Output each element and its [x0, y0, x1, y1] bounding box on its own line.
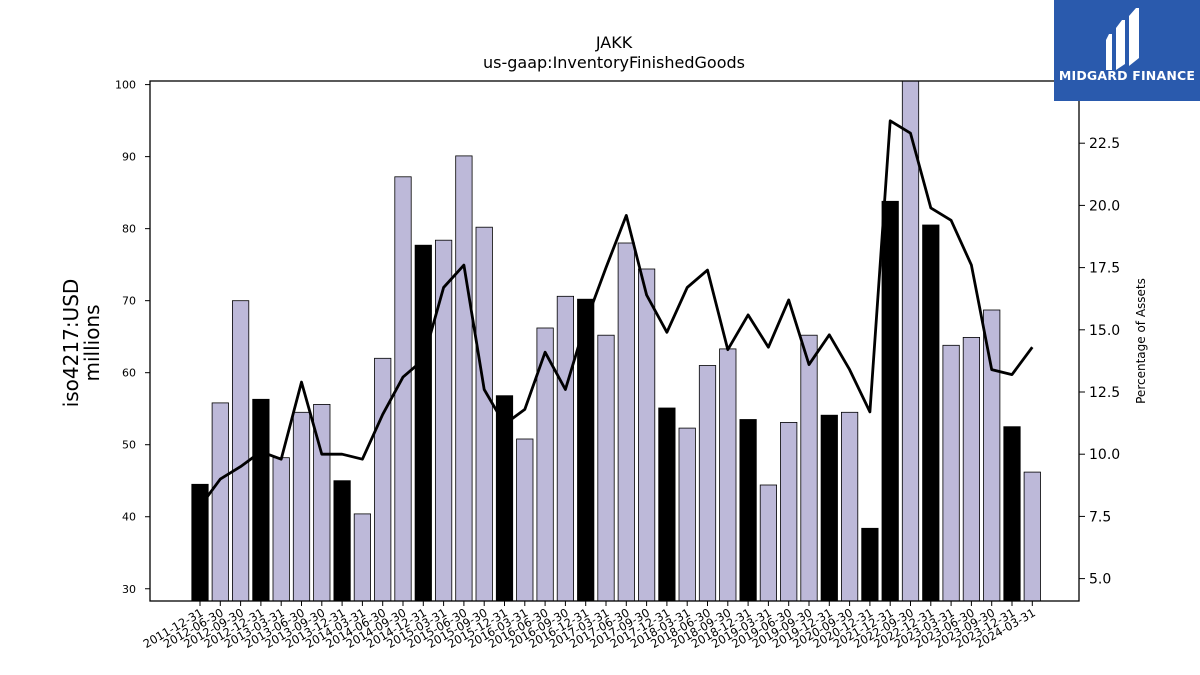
bar	[780, 421, 798, 602]
logo-brand-text: MIDGARD FINANCE	[1058, 68, 1196, 83]
percentage-of-assets-line	[198, 119, 1034, 508]
bar	[1003, 426, 1021, 602]
bar	[962, 336, 981, 602]
bar	[434, 239, 453, 602]
y2-tick-label: 7.5	[1089, 509, 1111, 525]
y2-tick-label: 20.0	[1089, 198, 1120, 214]
chart-title: JAKK	[595, 33, 633, 52]
bar	[333, 480, 351, 602]
bar	[861, 527, 879, 602]
y2-tick-label: 5.0	[1089, 572, 1111, 588]
y2-tick-label: 15.0	[1089, 323, 1120, 339]
bar	[211, 402, 229, 602]
bar	[252, 398, 270, 602]
bar	[922, 224, 940, 602]
bar	[881, 200, 899, 602]
y-tick-label: 30	[122, 583, 136, 596]
y-tick-label: 80	[122, 223, 136, 236]
y2-axis-label: Percentage of Assets	[1134, 278, 1148, 404]
midgard-m-logo-icon	[1106, 8, 1139, 70]
left-axis-ticks: 30 40 50 60 70 80 90 100	[115, 79, 150, 596]
y2-tick-label: 10.0	[1089, 447, 1120, 463]
bar	[597, 334, 615, 602]
bar	[698, 365, 717, 602]
y-tick-label: 40	[122, 511, 136, 524]
y-tick-label: 70	[122, 295, 136, 308]
bar	[414, 244, 432, 602]
bar	[942, 344, 960, 602]
right-axis-ticks: 5.0 7.5 10.0 12.5 15.0 17.5 20.0 22.5	[1079, 136, 1120, 588]
y-axis-label-line: millions	[80, 304, 104, 381]
midgard-finance-logo: MIDGARD FINANCE	[1054, 0, 1200, 101]
bar	[658, 407, 676, 602]
bar	[292, 411, 311, 602]
chart-subtitle: us-gaap:InventoryFinishedGoods	[483, 53, 745, 72]
y-tick-label: 50	[122, 439, 136, 452]
bar	[678, 427, 696, 602]
bar	[191, 483, 209, 602]
y-tick-label: 60	[122, 367, 136, 380]
y2-tick-label: 12.5	[1089, 385, 1120, 401]
bar	[475, 226, 493, 602]
y2-tick-label: 17.5	[1089, 261, 1120, 277]
y-axis-label: iso4217:USDmillions	[59, 279, 104, 408]
plot-frame	[149, 80, 1080, 602]
bar	[272, 457, 290, 602]
y2-tick-label: 22.5	[1089, 136, 1120, 152]
bar	[495, 395, 514, 602]
bar	[638, 268, 656, 602]
bar	[556, 295, 575, 602]
bar	[800, 334, 818, 602]
bar	[231, 300, 250, 602]
bar	[1023, 471, 1041, 602]
y-tick-label: 100	[115, 79, 136, 92]
bar	[820, 414, 838, 602]
bar	[353, 513, 372, 602]
bar	[374, 357, 392, 602]
bar	[455, 155, 473, 602]
bar	[516, 438, 534, 602]
bar	[739, 419, 757, 602]
bar	[841, 411, 859, 602]
bar	[617, 242, 635, 602]
bar	[983, 309, 1001, 602]
y-axis-label-line: iso4217:USD	[59, 279, 83, 408]
bar-group	[191, 80, 1041, 602]
y-tick-label: 90	[122, 151, 136, 164]
bar	[759, 484, 778, 602]
bar	[719, 348, 737, 602]
x-axis-ticks: 2011-12-312012-06-302012-09-302012-12-31…	[141, 601, 1038, 651]
